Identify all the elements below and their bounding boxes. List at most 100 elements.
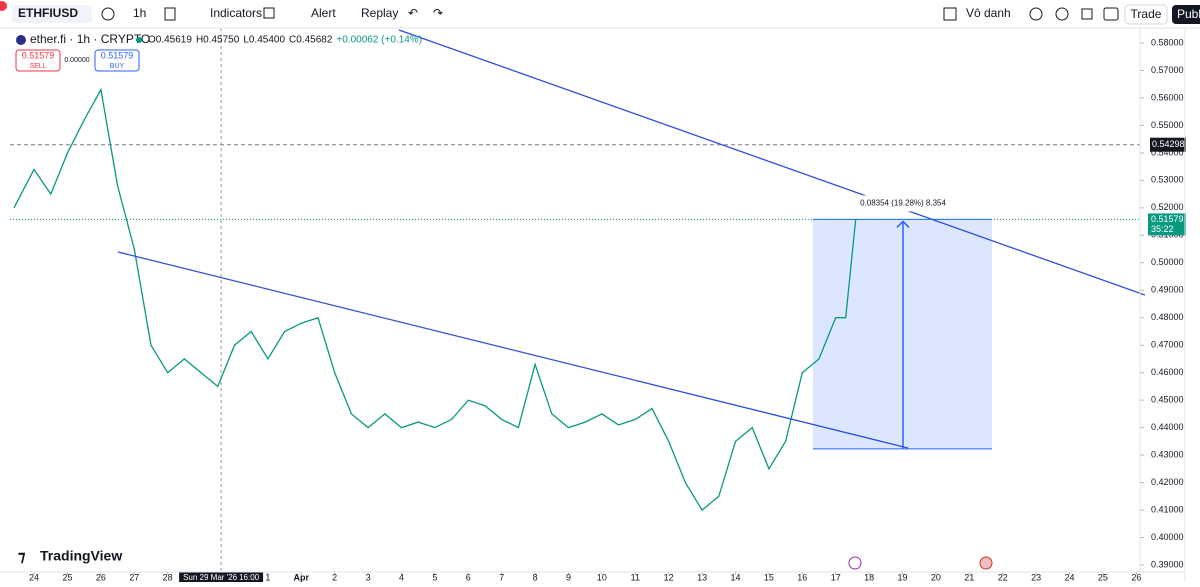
x-tick-label: 24 (29, 572, 39, 582)
x-tick-label: 18 (864, 572, 874, 582)
plot: 0.58000 0.57000 0.56000 0.55000 0.54000 0.530… (10, 28, 1184, 582)
measure-arrow-head (896, 220, 910, 228)
publish-button[interactable] (1172, 5, 1200, 24)
last-price-box (1148, 213, 1186, 236)
y-tick-label: 0.43000 (1151, 449, 1184, 459)
symbol-box[interactable] (12, 5, 92, 23)
layout-name[interactable]: Vô danh (966, 6, 1011, 20)
x-tick-label: 22 (998, 572, 1008, 582)
logo: ⁊ (18, 548, 26, 565)
publish[interactable]: Publis (1177, 7, 1200, 21)
x-tick-label: 8 (533, 572, 538, 582)
last-price-label: 0.51579 (1151, 214, 1184, 224)
y-tick-label: 0.45000 (1151, 395, 1184, 405)
x-tick-label: 5 (432, 572, 437, 582)
y-tick-label: 0.41000 (1151, 504, 1184, 514)
buy-button[interactable] (94, 49, 140, 72)
y-tick-label: 0.39000 (1151, 559, 1184, 569)
x-tick-label: 26 (96, 572, 106, 582)
sell-label[interactable]: SELL (29, 63, 46, 70)
indicators[interactable]: Indicators (210, 6, 262, 20)
x-tick-label: 25 (1098, 572, 1108, 582)
toolbar (0, 0, 1200, 28)
x-tick-label: 17 (831, 572, 841, 582)
x-tick-label: 19 (898, 572, 908, 582)
x-tick-label: 26 (1131, 572, 1141, 582)
templates-icon[interactable] (263, 7, 275, 19)
overlay: Sun 29 Mar '26 16:00 0.08354 (19.28%) 8,35… (179, 137, 1186, 584)
y-tick-label: 0.57000 (1151, 65, 1184, 75)
legend-open: O0.45619 (148, 35, 192, 46)
x-tick-label: Apr (294, 572, 310, 582)
measure-label: 0.08354 (19.28%) 8,354 (860, 199, 946, 208)
snapshot-icon[interactable] (1103, 7, 1119, 21)
x-tick-label: 9 (566, 572, 571, 582)
y-tick-label: 0.56000 (1151, 92, 1184, 102)
sell-price[interactable]: 0.51579 (22, 50, 55, 60)
crosshair-time: 16:00 (239, 573, 260, 582)
y-tick-label: 0.52000 (1151, 202, 1184, 212)
measure-label-box (856, 195, 950, 212)
crosshair-date: Sun 29 Mar '26 (183, 573, 238, 582)
chart-type-icon[interactable] (164, 7, 176, 21)
y-tick-label: 0.42000 (1151, 477, 1184, 487)
spread: 0.00000 (64, 57, 89, 64)
y-tick-label: 0.55000 (1151, 120, 1184, 130)
x-tick-label: 7 (499, 572, 504, 582)
y-tick-label: 0.44000 (1151, 422, 1184, 432)
x-tick-label: 4 (399, 572, 404, 582)
event-icon[interactable] (848, 556, 862, 570)
settings-icon[interactable] (1055, 7, 1069, 21)
high-label-box (1150, 137, 1186, 152)
price-line (13, 87, 857, 512)
x-tick-label: 10 (597, 572, 607, 582)
replay[interactable]: Replay (361, 6, 398, 20)
y-tick-label: 0.54000 (1151, 147, 1184, 157)
x-tick-label: 14 (730, 572, 740, 582)
interval[interactable]: 1h (133, 6, 146, 20)
x-tick-label: 11 (631, 572, 640, 582)
legend-high: H0.45750 (196, 35, 240, 46)
add-icon[interactable] (101, 7, 115, 21)
x-tick-label: 15 (764, 572, 774, 582)
x-tick-label: 2 (332, 572, 337, 582)
x-tick-label: 21 (964, 572, 974, 582)
y-tick-label: 0.48000 (1151, 312, 1184, 322)
x-tick-label: 3 (366, 572, 371, 582)
countdown: 35:22 (1151, 224, 1174, 234)
search-icon[interactable] (1029, 7, 1043, 21)
fullscreen-icon[interactable] (1081, 8, 1093, 20)
x-tick-label: 13 (697, 572, 707, 582)
symbol[interactable]: ETHFIUSD (18, 6, 78, 20)
y-tick-label: 0.58000 (1151, 37, 1184, 47)
sell-button[interactable] (15, 49, 61, 72)
layout-icon[interactable] (943, 7, 957, 21)
event-icon[interactable] (979, 556, 993, 570)
y-tick-label: 0.47000 (1151, 340, 1184, 350)
legend-change: +0.00062 (+0.14%) (336, 35, 422, 46)
undo[interactable]: ↶ (408, 6, 418, 20)
crosshair-label-box (179, 572, 264, 584)
y-tick-label: 0.50000 (1151, 257, 1184, 267)
x-tick-label: 1 (265, 572, 270, 582)
y-tick-label: 0.40000 (1151, 532, 1184, 542)
trade-button[interactable] (1124, 4, 1168, 25)
trend-line (117, 251, 909, 449)
x-tick-label: 16 (797, 572, 807, 582)
legend-name: ether.fi · 1h · CRYPTO (30, 32, 150, 46)
buy-price[interactable]: 0.51579 (101, 50, 134, 60)
logo-text: TradingView (40, 548, 122, 564)
buy-label[interactable]: BUY (110, 63, 125, 70)
trade[interactable]: Trade (1131, 7, 1162, 21)
x-tick-label: 27 (129, 572, 139, 582)
redo[interactable]: ↷ (433, 6, 443, 20)
x-tick-label: 6 (466, 572, 471, 582)
alert[interactable]: Alert (311, 6, 336, 20)
status-dot (136, 37, 142, 43)
high-label: 0.54298 (1152, 139, 1185, 149)
legend-close: C0.45682 (289, 35, 333, 46)
x-tick-label: 28 (163, 572, 173, 582)
y-tick-label: 0.49000 (1151, 285, 1184, 295)
